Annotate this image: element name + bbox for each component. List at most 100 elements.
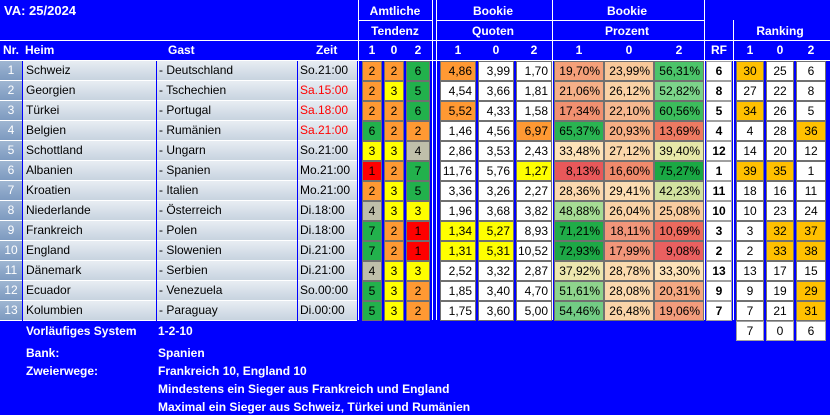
percent-cell: 26,12% [604, 81, 654, 101]
quote-cell: 1,46 [440, 121, 476, 141]
tendenz-cell: 6 [406, 61, 430, 81]
ranking-cell: 19 [766, 281, 794, 301]
home-team: Frankreich [23, 221, 156, 241]
quote-cell: 3,40 [478, 281, 514, 301]
quote-cell: 3,36 [440, 181, 476, 201]
tendenz-cell: 3 [362, 141, 382, 161]
home-team: Kroatien [23, 181, 156, 201]
rf-cell: 7 [706, 301, 732, 321]
tendenz-cell: 5 [362, 301, 382, 321]
kickoff-time: Di.18:00 [298, 221, 357, 241]
percent-cell: 23,99% [604, 61, 654, 81]
tendenz-cell: 7 [406, 161, 430, 181]
row-number: 9 [0, 221, 22, 241]
quote-cell: 2,52 [440, 261, 476, 281]
ranking-cell: 28 [766, 121, 794, 141]
tendenz-cell: 5 [406, 181, 430, 201]
quote-cell: 5,27 [478, 221, 514, 241]
tendenz-cell: 2 [362, 101, 382, 121]
kickoff-time: Di.00:00 [298, 301, 357, 321]
ranking-cell: 35 [766, 161, 794, 181]
home-team: Schweiz [23, 61, 156, 81]
header-t0: 0 [390, 43, 398, 57]
rf-cell: 3 [706, 221, 732, 241]
ranking-cell: 16 [766, 181, 794, 201]
quote-cell: 3,32 [478, 261, 514, 281]
quote-cell: 2,27 [516, 181, 552, 201]
quote-cell: 3,99 [478, 61, 514, 81]
away-team: - Slowenien [157, 241, 297, 261]
tendenz-cell: 2 [384, 221, 404, 241]
tendenz-cell: 2 [406, 301, 430, 321]
quote-cell: 3,66 [478, 81, 514, 101]
percent-cell: 9,08% [654, 241, 704, 261]
tendenz-cell: 4 [362, 201, 382, 221]
away-team: - Venezuela [157, 281, 297, 301]
home-team: Albanien [23, 161, 156, 181]
quote-cell: 4,86 [440, 61, 476, 81]
system-label: Vorläufiges System [26, 324, 137, 338]
percent-cell: 22,10% [604, 101, 654, 121]
percent-cell: 54,46% [554, 301, 604, 321]
percent-cell: 16,60% [604, 161, 654, 181]
tendenz-cell: 3 [384, 141, 404, 161]
header-divider [0, 60, 830, 61]
ranking-total-0: 0 [766, 321, 794, 341]
ranking-cell: 18 [736, 181, 764, 201]
tendenz-cell: 4 [362, 261, 382, 281]
tendenz-cell: 5 [406, 81, 430, 101]
percent-cell: 72,93% [554, 241, 604, 261]
bank-label: Bank: [26, 346, 60, 360]
kickoff-time: Sa.15:00 [298, 81, 357, 101]
row-number: 2 [0, 81, 22, 101]
tendenz-cell: 3 [384, 281, 404, 301]
home-team: Niederlande [23, 201, 156, 221]
quote-cell: 1,31 [440, 241, 476, 261]
ranking-cell: 17 [766, 261, 794, 281]
quote-cell: 1,85 [440, 281, 476, 301]
quote-cell: 4,70 [516, 281, 552, 301]
quote-cell: 5,76 [478, 161, 514, 181]
column-divider [704, 0, 705, 320]
kickoff-time: Di.18:00 [298, 201, 357, 221]
quote-cell: 1,75 [440, 301, 476, 321]
row-number: 1 [0, 61, 22, 81]
percent-cell: 33,30% [654, 261, 704, 281]
quote-cell: 1,96 [440, 201, 476, 221]
header-quoten: Quoten [472, 24, 514, 38]
quote-cell: 5,52 [440, 101, 476, 121]
percent-cell: 65,37% [554, 121, 604, 141]
ranking-cell: 30 [736, 61, 764, 81]
kickoff-time: So.21:00 [298, 61, 357, 81]
percent-cell: 21,06% [554, 81, 604, 101]
away-team: - Italien [157, 181, 297, 201]
system-value: 1-2-10 [158, 324, 193, 338]
ranking-cell: 6 [796, 61, 826, 81]
ranking-cell: 22 [766, 81, 794, 101]
ranking-cell: 7 [736, 301, 764, 321]
percent-cell: 39,40% [654, 141, 704, 161]
kickoff-time: So.21:00 [298, 141, 357, 161]
ranking-cell: 1 [796, 161, 826, 181]
ranking-cell: 24 [796, 201, 826, 221]
home-team: Ecuador [23, 281, 156, 301]
home-team: Georgien [23, 81, 156, 101]
tendenz-cell: 3 [384, 261, 404, 281]
away-team: - Ungarn [157, 141, 297, 161]
tendenz-cell: 2 [384, 101, 404, 121]
zweierwege-label: Zweierwege: [26, 364, 99, 378]
percent-cell: 28,78% [604, 261, 654, 281]
quote-cell: 1,27 [516, 161, 552, 181]
home-team: Türkei [23, 101, 156, 121]
tendenz-cell: 1 [362, 161, 382, 181]
kickoff-time: Di.21:00 [298, 261, 357, 281]
tendenz-cell: 3 [406, 201, 430, 221]
ranking-cell: 2 [736, 241, 764, 261]
tendenz-cell: 6 [406, 101, 430, 121]
header-gast: Gast [168, 43, 195, 57]
quote-cell: 1,70 [516, 61, 552, 81]
quote-cell: 2,43 [516, 141, 552, 161]
row-number: 12 [0, 281, 22, 301]
tendenz-cell: 2 [384, 61, 404, 81]
quote-cell: 4,56 [478, 121, 514, 141]
